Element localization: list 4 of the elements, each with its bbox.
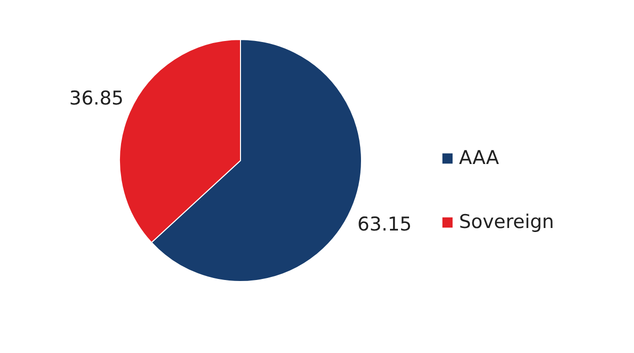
data-label: 36.85 xyxy=(69,87,124,110)
legend-label: Sovereign xyxy=(459,211,554,233)
legend-label: AAA xyxy=(459,147,500,169)
data-label: 63.15 xyxy=(357,214,412,236)
